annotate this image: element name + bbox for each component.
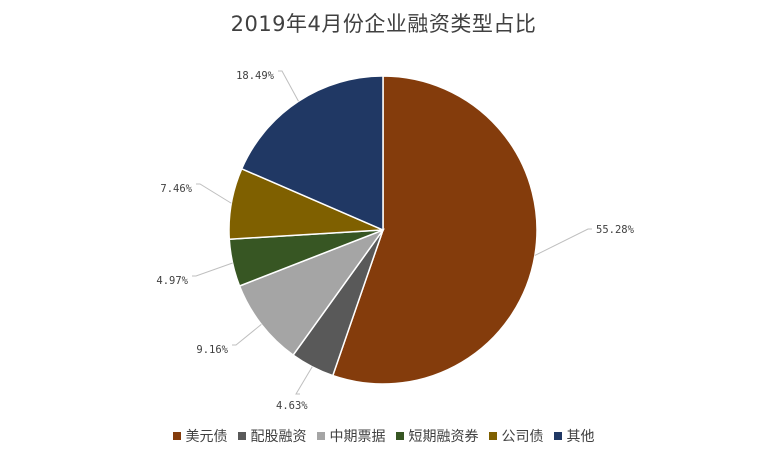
- legend-item: 美元债: [172, 426, 228, 446]
- legend-label: 公司债: [501, 429, 544, 445]
- data-label: 7.46%: [160, 183, 192, 195]
- leader-line: [278, 70, 299, 102]
- leader-line: [196, 183, 232, 204]
- legend-label: 其他: [566, 429, 595, 445]
- data-label: 4.97%: [156, 275, 188, 287]
- leader-lines: [192, 70, 592, 395]
- legend-item: 公司债: [488, 426, 544, 446]
- data-labels: 55.28% 4.63% 9.16% 4.97% 7.46% 18.49%: [156, 70, 634, 412]
- leader-line: [295, 366, 313, 395]
- legend-label: 中期票据: [329, 429, 386, 445]
- data-label: 9.16%: [196, 344, 228, 356]
- legend-swatch: [553, 432, 562, 440]
- leader-line: [192, 262, 233, 277]
- legend-swatch: [237, 432, 246, 440]
- legend-item: 其他: [553, 426, 595, 446]
- legend-item: 配股融资: [237, 426, 307, 446]
- legend-swatch: [172, 432, 181, 440]
- pie-slice: [238, 228, 386, 357]
- legend-swatch: [488, 432, 497, 440]
- legend-swatch: [395, 432, 404, 440]
- data-label: 4.63%: [276, 400, 308, 412]
- legend-label: 美元债: [185, 429, 228, 445]
- leader-line: [232, 324, 262, 346]
- legend-item: 短期融资券: [395, 426, 479, 446]
- chart-title: 2019年4月份企业融资类型占比: [230, 12, 537, 36]
- pie-slices: [228, 75, 538, 385]
- legend-swatch: [316, 432, 325, 440]
- legend-label: 短期融资券: [408, 429, 479, 445]
- legend-label: 配股融资: [250, 429, 307, 445]
- leader-line: [534, 228, 592, 256]
- data-label: 55.28%: [596, 224, 635, 236]
- legend: 美元债 配股融资 中期票据 短期融资券 公司债 其他: [0, 426, 767, 446]
- data-label: 18.49%: [236, 70, 275, 82]
- legend-item: 中期票据: [316, 426, 386, 446]
